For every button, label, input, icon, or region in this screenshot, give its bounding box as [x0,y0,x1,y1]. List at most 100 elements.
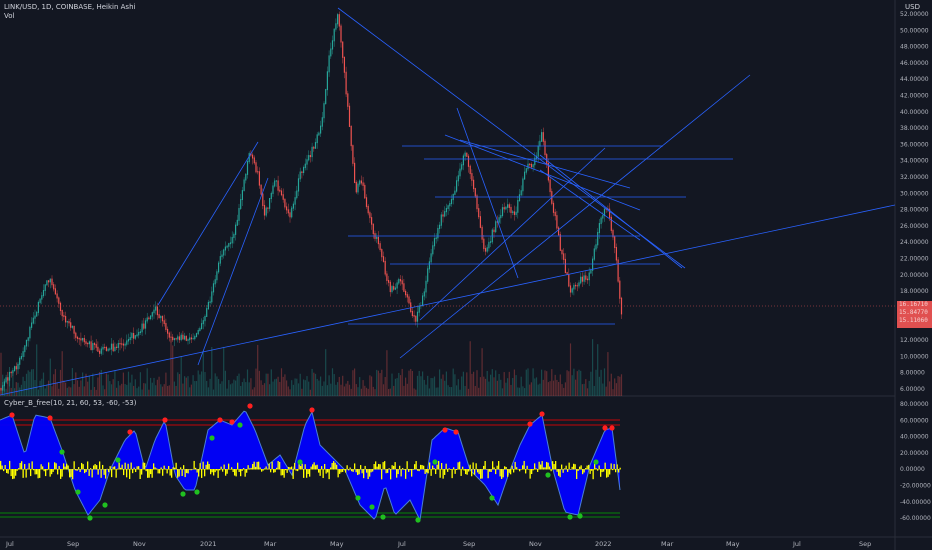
volume-bar [151,382,153,396]
volume-bar [258,370,260,396]
candle-body [275,180,277,182]
volume-bar [457,379,459,396]
time-axis-label: Mar [661,540,674,548]
volume-bar [7,379,9,396]
yellow-histogram-bar [271,461,273,470]
volume-bar [433,376,436,396]
candle-body [286,206,288,211]
candle-body [486,247,488,252]
volume-bar [195,381,198,396]
time-axis-label: Sep [67,540,79,548]
yellow-histogram-bar [364,465,366,470]
yellow-histogram-bar [253,461,255,470]
candle-body [575,284,577,287]
volume-bar [109,381,111,396]
yellow-histogram-bar [594,461,596,470]
yellow-histogram-bar [180,467,182,470]
candle-body [479,216,481,228]
volume-bar [462,371,464,396]
volume-bar [585,379,587,396]
candle-body [48,280,50,283]
yellow-histogram-bar [298,460,300,470]
yellow-histogram-bar [33,469,35,471]
candle-body [258,171,260,186]
yellow-histogram-bar [504,466,506,470]
yellow-histogram-bar [456,469,458,470]
volume-bar [568,371,570,396]
volume-bar [272,381,274,396]
yellow-histogram-bar [124,462,126,470]
candle-body [461,164,463,170]
volume-bar [29,371,31,396]
yellow-histogram-bar [568,462,570,470]
yellow-histogram-bar [400,469,402,477]
yellow-histogram-bar [591,469,593,471]
signal-dot-red [527,421,533,427]
yellow-histogram-bar [210,469,212,475]
volume-bar [141,389,143,396]
volume-bar [386,350,388,396]
volume-bar [331,368,334,396]
candle-body [450,199,453,205]
volume-bar [318,380,320,396]
oscillator-title[interactable]: Cyber_B_free(10, 21, 60, 53, -60, -53) [4,399,137,407]
volume-label[interactable]: Vol [4,12,15,20]
price-tick-label: 12.00000 [900,337,929,344]
oscillator-area [0,411,620,520]
yellow-histogram-bar [312,464,314,470]
yellow-histogram-bar [616,464,618,470]
candle-body [498,217,500,223]
volume-bar [354,368,356,396]
volume-bar [93,386,96,396]
yellow-histogram-bar [286,469,288,473]
yellow-histogram-bar [168,465,170,470]
yellow-histogram-bar [391,465,393,470]
candle-body [333,28,335,42]
volume-bar [405,377,407,396]
yellow-histogram-bar [336,464,338,470]
candle-body [253,157,255,164]
candle-body [376,236,378,239]
yellow-histogram-bar [39,469,41,478]
candle-body [597,232,599,246]
volume-bar [541,369,543,396]
volume-bar [245,382,247,396]
candle-body [263,205,266,216]
yellow-histogram-bar [285,469,287,471]
volume-bar [279,381,281,396]
yellow-histogram-bar [345,469,347,473]
candle-body [201,323,203,330]
volume-bar [122,372,124,396]
volume-bar [243,378,245,396]
candle-body [27,337,29,341]
volume-bar [287,386,289,396]
candle-body [585,275,587,280]
candle-body [277,180,279,191]
yellow-histogram-bar [444,469,446,475]
volume-bar [452,368,454,396]
volume-bar [483,376,485,396]
symbol-line[interactable]: LINK/USD, 1D, COINBASE, Heikin Ashi [4,3,136,11]
yellow-histogram-bar [96,465,98,470]
candle-body [564,258,566,274]
yellow-histogram-bar [484,460,486,470]
candle-body [581,276,583,282]
yellow-histogram-bar [156,468,158,470]
yellow-histogram-bar [496,465,498,470]
yellow-histogram-bar [375,461,377,470]
candle-body [260,184,262,195]
yellow-histogram-bar [289,467,291,470]
yellow-histogram-bar [493,467,495,470]
volume-bar [59,369,62,396]
volume-bar [355,384,357,396]
volume-bar [391,373,393,396]
osc-tick-label: -60.00000 [900,515,931,522]
volume-bar [508,371,510,396]
volume-bar [250,378,252,396]
candle-body [175,338,177,340]
volume-bar [262,384,264,396]
candle-body [248,153,250,163]
volume-bar [612,389,614,396]
candle-body [595,244,597,250]
